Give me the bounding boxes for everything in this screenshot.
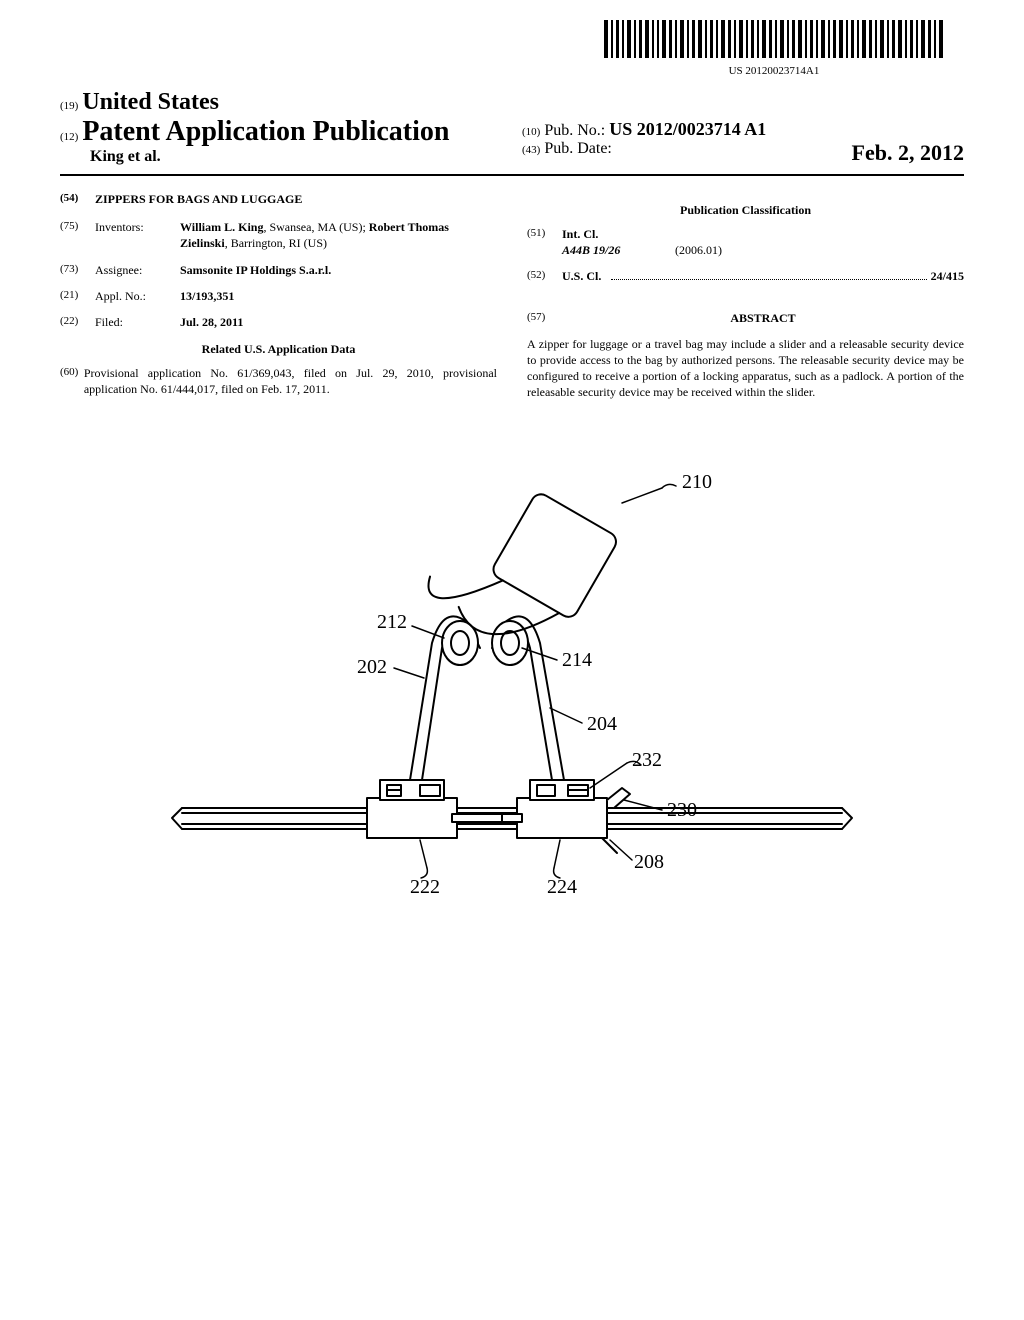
uscl-dots (611, 279, 926, 280)
classification-heading: Publication Classification (527, 203, 964, 218)
inventor-2-loc: , Barrington, RI (US) (225, 236, 327, 250)
uscl-row: (52) U.S. Cl. 24/415 (527, 268, 964, 299)
barcode: US 20120023714A1 (604, 20, 944, 77)
fig-label-230: 230 (667, 799, 697, 821)
columns: (54) ZIPPERS FOR BAGS AND LUGGAGE (75) I… (60, 191, 964, 408)
applno-value: 13/193,351 (180, 288, 497, 304)
code-19: (19) (60, 100, 78, 112)
inventors-value: William L. King, Swansea, MA (US); Rober… (180, 219, 497, 251)
authors-header: King et al. (90, 148, 502, 166)
header-left: (19) United States (12) Patent Applicati… (60, 89, 502, 166)
code-10: (10) (522, 126, 540, 138)
code-43: (43) (522, 144, 540, 156)
inventors-row: (75) Inventors: William L. King, Swansea… (60, 219, 497, 251)
fig-label-214: 214 (562, 649, 592, 671)
code-12: (12) (60, 131, 78, 143)
header-right: (10) Pub. No.: US 2012/0023714 A1 (43) P… (502, 119, 964, 166)
country: United States (82, 89, 219, 115)
fig-label-222: 222 (410, 876, 440, 898)
right-column: Publication Classification (51) Int. Cl.… (527, 191, 964, 408)
inventors-label: Inventors: (95, 219, 180, 251)
provisional-text: Provisional application No. 61/369,043, … (84, 365, 497, 397)
pubdate-label: Pub. Date: (544, 140, 612, 157)
inventor-1: William L. King (180, 220, 263, 234)
fig-label-210: 210 (682, 471, 712, 493)
patent-figure-svg: 210 212 214 202 204 232 230 208 222 224 (162, 448, 862, 918)
uscl-code: (52) (527, 268, 562, 299)
related-heading: Related U.S. Application Data (60, 342, 497, 357)
pubdate-value: Feb. 2, 2012 (852, 140, 964, 166)
filed-code: (22) (60, 314, 95, 330)
title-row: (54) ZIPPERS FOR BAGS AND LUGGAGE (60, 191, 497, 207)
applno-label: Appl. No.: (95, 288, 180, 304)
pubno-value: US 2012/0023714 A1 (609, 119, 766, 139)
fig-label-224: 224 (547, 876, 577, 898)
intcl-label: Int. Cl. (562, 226, 722, 242)
provisional-code: (60) (60, 365, 84, 397)
abstract-code: (57) (527, 310, 562, 326)
abstract-heading: ABSTRACT (562, 310, 964, 326)
fig-label-232: 232 (632, 749, 662, 771)
uscl-label: U.S. Cl. (562, 268, 601, 284)
assignee-label: Assignee: (95, 262, 180, 278)
uscl-value: 24/415 (931, 268, 964, 284)
pubno-label: Pub. No.: (544, 122, 605, 139)
divider-line (60, 174, 964, 176)
figure: 210 212 214 202 204 232 230 208 222 224 (60, 448, 964, 923)
fig-label-204: 204 (587, 713, 617, 735)
applno-row: (21) Appl. No.: 13/193,351 (60, 288, 497, 304)
applno-code: (21) (60, 288, 95, 304)
intcl-row: (51) Int. Cl. A44B 19/26 (2006.01) (527, 226, 964, 258)
abstract-text: A zipper for luggage or a travel bag may… (527, 336, 964, 401)
title-code: (54) (60, 191, 95, 207)
inventors-code: (75) (60, 219, 95, 251)
barcode-area: US 20120023714A1 (60, 20, 944, 79)
intcl-date: (2006.01) (675, 243, 722, 257)
patent-title: ZIPPERS FOR BAGS AND LUGGAGE (95, 191, 302, 207)
abstract-heading-row: (57) ABSTRACT (527, 310, 964, 326)
filed-value: Jul. 28, 2011 (180, 314, 497, 330)
publication-type: Patent Application Publication (82, 116, 449, 147)
intcl-body: Int. Cl. A44B 19/26 (2006.01) (562, 226, 722, 258)
header-row: (19) United States (12) Patent Applicati… (60, 89, 964, 166)
fig-label-212: 212 (377, 611, 407, 633)
fig-label-208: 208 (634, 851, 664, 873)
assignee-row: (73) Assignee: Samsonite IP Holdings S.a… (60, 262, 497, 278)
barcode-number: US 20120023714A1 (604, 65, 944, 77)
fig-label-202: 202 (357, 656, 387, 678)
filed-row: (22) Filed: Jul. 28, 2011 (60, 314, 497, 330)
provisional-row: (60) Provisional application No. 61/369,… (60, 365, 497, 397)
intcl-code: (51) (527, 226, 562, 258)
assignee-value: Samsonite IP Holdings S.a.r.l. (180, 262, 497, 278)
intcl-class: A44B 19/26 (562, 242, 672, 258)
left-column: (54) ZIPPERS FOR BAGS AND LUGGAGE (75) I… (60, 191, 497, 408)
assignee-code: (73) (60, 262, 95, 278)
inventor-1-loc: , Swansea, MA (US); (263, 220, 368, 234)
filed-label: Filed: (95, 314, 180, 330)
